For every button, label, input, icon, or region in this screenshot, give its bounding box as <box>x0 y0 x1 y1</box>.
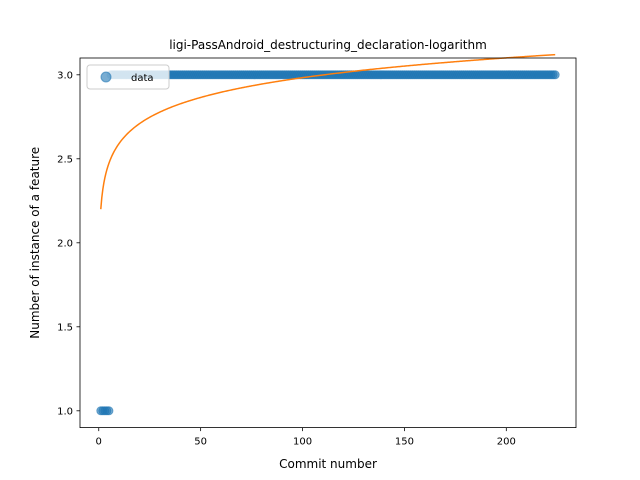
y-tick-label: 3.0 <box>57 70 73 81</box>
x-axis-label: Commit number <box>279 457 377 471</box>
y-axis: 1.0 1.5 2.0 2.5 3.0 <box>57 70 80 417</box>
chart-title: ligi-PassAndroid_destructuring_declarati… <box>169 38 487 52</box>
y-tick-label: 1.0 <box>57 406 73 417</box>
legend-entry-data: data <box>131 73 154 84</box>
legend-marker <box>100 71 112 83</box>
x-tick-label: 100 <box>293 437 312 448</box>
x-tick-label: 50 <box>194 437 207 448</box>
legend: data <box>86 64 170 90</box>
x-tick-label: 150 <box>395 437 414 448</box>
x-tick-label: 0 <box>96 437 102 448</box>
x-axis: 0 50 100 150 200 <box>96 427 516 448</box>
y-tick-label: 1.5 <box>57 322 73 333</box>
legend-box <box>86 64 170 90</box>
y-axis-label: Number of instance of a feature <box>28 147 42 339</box>
x-tick-label: 200 <box>497 437 516 448</box>
y-tick-label: 2.5 <box>57 154 73 165</box>
fit-line <box>100 53 556 210</box>
plot-area <box>96 53 560 416</box>
data-point <box>104 406 114 416</box>
data-point <box>550 70 560 80</box>
y-tick-label: 2.0 <box>57 238 73 249</box>
